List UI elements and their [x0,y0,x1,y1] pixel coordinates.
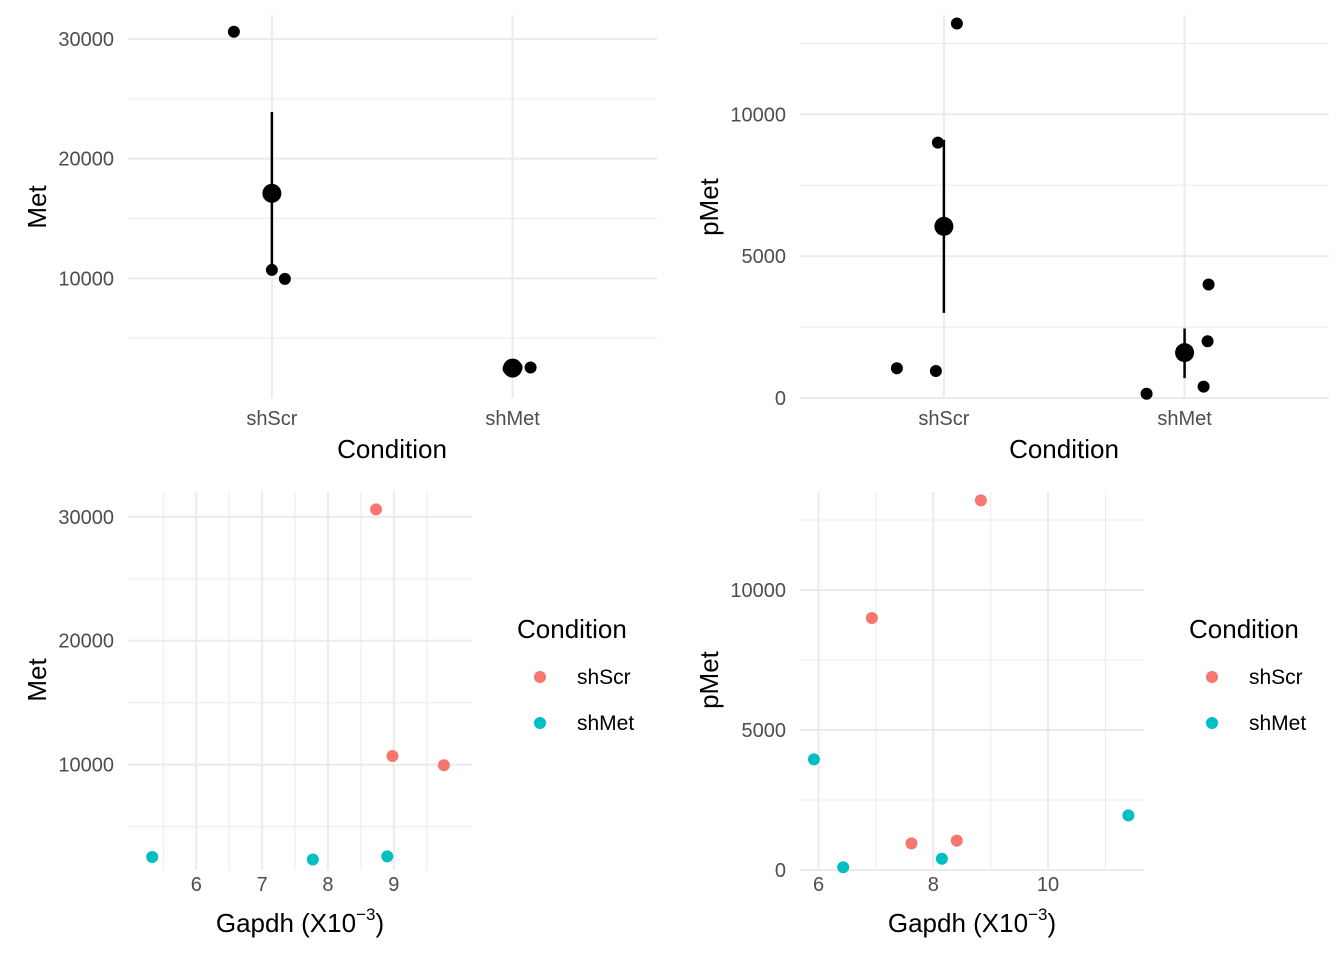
y-tick-label: 5000 [742,720,787,742]
legend-key-shmet [534,717,546,729]
x-tick-label: 10 [1037,874,1059,896]
x-axis-title: Gapdh (X10−3) [888,905,1056,938]
data-point-shscr [950,834,963,847]
y-tick-label: 0 [775,860,786,882]
x-tick-label: 7 [257,874,268,896]
panel-4: 0 5000 10000 6 8 10 Gapdh (X10−3) pMet Condition… [694,492,1306,938]
data-point [1201,335,1214,348]
x-tick-label: 8 [928,874,939,896]
y-axis-title: Met [22,658,52,702]
panel-1: 10000 20000 30000 shScr shMet Condition Met [22,15,657,464]
data-point-shmet [146,850,159,863]
x-axis-title-exponent: −3 [1028,905,1047,924]
x-tick-label: 6 [813,874,824,896]
x-axis-title-exponent: −3 [356,905,375,924]
panel-2: 0 5000 10000 shScr shMet Condition pMet [694,15,1329,464]
y-tick-label: 5000 [742,246,787,268]
x-axis-title: Gapdh (X10−3) [216,905,384,938]
data-point [278,272,291,285]
legend-label-shscr: shScr [1249,666,1303,689]
x-tick-label: 6 [191,874,202,896]
x-axis-title-main: Gapdh (X10 [888,908,1028,938]
data-point-shmet [935,852,948,865]
legend-key-shscr [534,671,546,683]
data-point-shmet [807,753,820,766]
legend-key-shmet [1206,717,1218,729]
data-point-shscr [386,749,399,762]
legend-label-shmet: shMet [1249,712,1306,735]
mean-point [503,358,523,378]
x-tick-label: shScr [246,408,297,430]
data-point [950,17,963,30]
data-point-shscr [905,837,918,850]
data-point [524,361,537,374]
data-point-shscr [974,494,987,507]
data-point [227,25,240,38]
y-axis-title: pMet [694,177,724,236]
legend-title: Condition [517,614,627,644]
legend: Condition shScr shMet [1189,614,1306,735]
legend-key-shscr [1206,671,1218,683]
x-tick-label: 9 [388,874,399,896]
x-tick-label: 8 [322,874,333,896]
x-tick-label: shMet [485,408,540,430]
data-point [1197,380,1210,393]
data-point [929,365,942,378]
mean-point [1175,343,1195,363]
data-point [1140,387,1153,400]
y-tick-label: 20000 [58,631,114,653]
mean-point [262,183,282,203]
data-point [890,362,903,375]
legend: Condition shScr shMet [517,614,634,735]
data-point-shmet [306,853,319,866]
data-point [1202,278,1215,291]
x-tick-label: shScr [918,408,969,430]
x-tick-label: shMet [1157,408,1212,430]
legend-title: Condition [1189,614,1299,644]
data-point-shscr [370,503,383,516]
y-tick-label: 30000 [58,507,114,529]
x-axis-title-suffix: ) [1047,908,1056,938]
y-axis-title: pMet [694,650,724,709]
y-axis-title: Met [22,185,52,229]
data-point-shscr [437,759,450,772]
y-tick-label: 30000 [58,29,114,51]
legend-label-shscr: shScr [577,666,631,689]
y-tick-label: 10000 [730,104,786,126]
x-axis-title-main: Gapdh (X10 [216,908,356,938]
x-axis-title: Condition [337,434,447,464]
y-tick-label: 20000 [58,149,114,171]
data-point-shscr [865,612,878,624]
y-tick-label: 10000 [730,580,786,602]
x-axis-title: Condition [1009,434,1119,464]
data-point-shmet [1122,809,1135,822]
y-tick-label: 0 [775,388,786,410]
legend-label-shmet: shMet [577,712,634,735]
mean-point [934,216,954,236]
x-axis-title-suffix: ) [375,908,384,938]
y-tick-label: 10000 [58,755,114,777]
y-tick-label: 10000 [58,268,114,290]
data-point-shmet [837,861,850,874]
data-point-shmet [381,850,394,863]
data-point [931,136,944,149]
